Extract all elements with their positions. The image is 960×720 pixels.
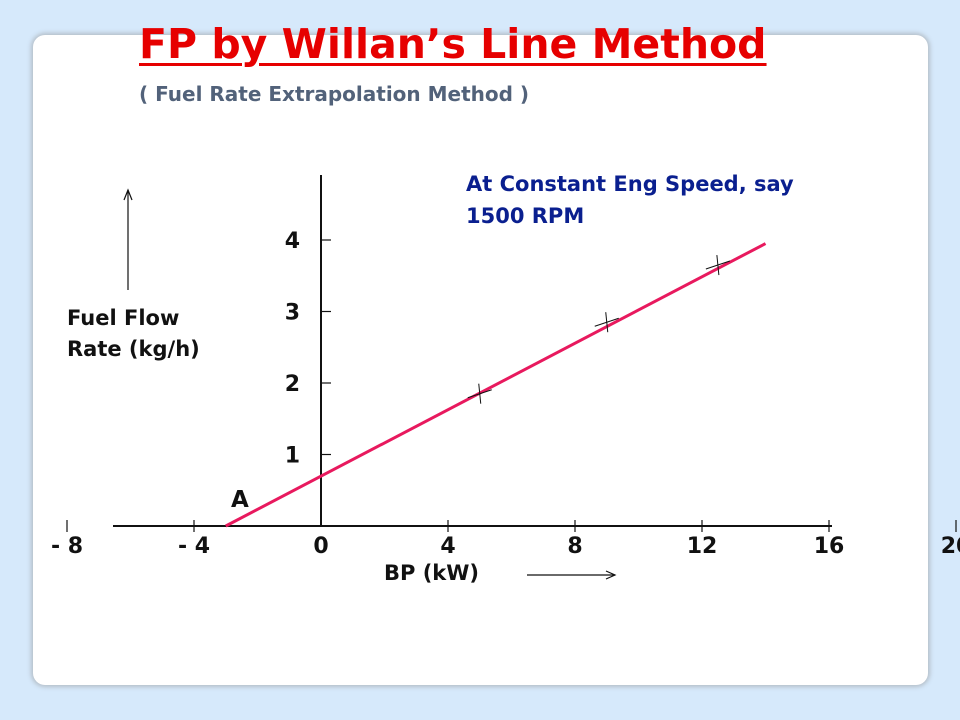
x-axis-right-arrowhead-icon — [605, 570, 617, 580]
x-tick-label: 0 — [313, 534, 328, 559]
y-axis-label-line1: Fuel Flow — [67, 306, 180, 330]
y-tick-label: 3 — [285, 301, 300, 326]
y-tick-label: 4 — [285, 229, 300, 254]
y-tick-label: 1 — [285, 444, 300, 469]
willans-line — [225, 242, 767, 528]
measured-point-marker — [467, 383, 492, 404]
x-tick-label: - 8 — [51, 534, 83, 559]
intercept-point-label: A — [231, 487, 249, 513]
x-tick-label: - 4 — [178, 534, 210, 559]
page-title: FP by Willan’s Line Method — [139, 20, 767, 68]
measured-point-marker — [594, 312, 619, 333]
page-subtitle: ( Fuel Rate Extrapolation Method ) — [139, 82, 530, 106]
measured-point-marker — [705, 254, 731, 276]
slide-panel — [33, 35, 928, 685]
x-axis-label: BP (kW) — [384, 561, 480, 585]
y-axis-up-arrowhead-icon — [123, 188, 133, 201]
speed-annotation: At Constant Eng Speed, say 1500 RPM — [466, 168, 794, 232]
x-tick-label: 8 — [567, 534, 582, 559]
x-tick-label: 4 — [440, 534, 455, 559]
y-axis-label: Fuel Flow Rate (kg/h) — [67, 303, 200, 365]
speed-annotation-line1: At Constant Eng Speed, say — [466, 172, 794, 196]
speed-annotation-line2: 1500 RPM — [466, 204, 585, 228]
y-tick-label: 2 — [285, 372, 300, 397]
x-tick-label: 16 — [814, 534, 845, 559]
x-tick-label: 12 — [687, 534, 718, 559]
y-axis-label-line2: Rate (kg/h) — [67, 337, 200, 361]
x-tick-label: 20 — [941, 534, 960, 559]
